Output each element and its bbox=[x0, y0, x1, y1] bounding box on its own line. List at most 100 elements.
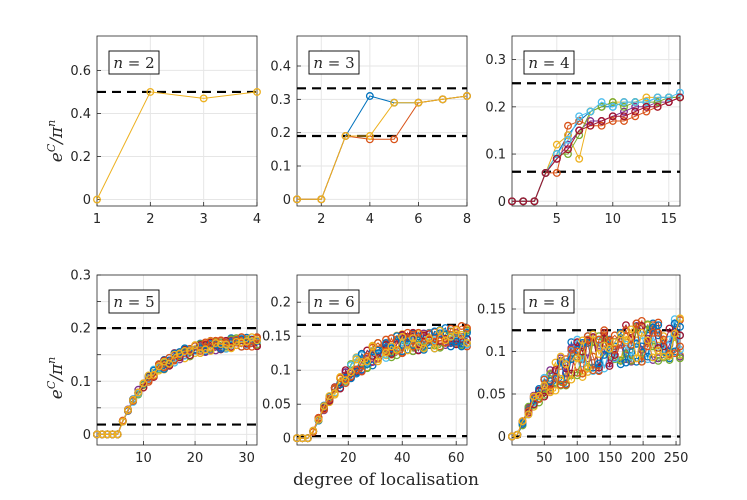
panel-label-variable: n bbox=[313, 293, 323, 311]
data-point bbox=[253, 336, 261, 345]
series-line bbox=[512, 96, 681, 202]
panel-label-variable: n bbox=[528, 293, 538, 311]
data-point bbox=[620, 117, 628, 125]
data-point bbox=[139, 379, 148, 388]
data-point bbox=[586, 107, 595, 116]
panel-label-box bbox=[523, 50, 575, 75]
y-axis-label-bottom: eC/πn bbox=[45, 357, 67, 399]
data-point bbox=[562, 380, 570, 389]
data-point bbox=[631, 107, 640, 116]
data-point bbox=[622, 326, 630, 335]
panel-label-text: n = 4 bbox=[528, 54, 569, 72]
y-tick-label: 0.1 bbox=[485, 148, 506, 163]
data-point bbox=[627, 340, 636, 349]
data-point bbox=[352, 368, 361, 377]
x-tick-label: 5 bbox=[553, 212, 561, 227]
data-point bbox=[403, 328, 412, 337]
panel-label-text: n = 3 bbox=[313, 54, 354, 72]
y-tick-label: 0 bbox=[83, 193, 91, 208]
data-point bbox=[605, 337, 614, 346]
panel-label-box bbox=[108, 50, 160, 75]
x-tick-label: 40 bbox=[394, 451, 411, 466]
data-point bbox=[665, 351, 674, 360]
data-point bbox=[676, 88, 684, 97]
data-point bbox=[597, 121, 606, 130]
data-point bbox=[293, 434, 301, 443]
panel-label: n = 3 bbox=[308, 50, 360, 75]
y-tick-label: 0 bbox=[498, 195, 506, 210]
data-point bbox=[600, 326, 609, 335]
data-point bbox=[518, 417, 527, 426]
data-point bbox=[595, 335, 603, 344]
x-tick-label: 3 bbox=[200, 212, 208, 227]
panel-label-value: = 8 bbox=[538, 293, 570, 311]
y-axis-label-top-base: e bbox=[47, 152, 67, 162]
y-axis-label-bottom-base: e bbox=[47, 389, 67, 399]
x-tick-label: 50 bbox=[536, 451, 553, 466]
data-point bbox=[446, 332, 455, 341]
y-tick-label: 0.05 bbox=[477, 388, 506, 403]
y-axis-label-top-mid: /π bbox=[47, 126, 67, 146]
data-point bbox=[670, 329, 679, 338]
data-point bbox=[670, 315, 679, 324]
axes-box bbox=[96, 274, 258, 446]
data-point bbox=[575, 126, 584, 135]
data-point bbox=[586, 121, 595, 130]
data-point bbox=[620, 98, 628, 107]
data-point bbox=[631, 98, 640, 107]
data-point bbox=[330, 383, 339, 392]
data-point bbox=[149, 370, 158, 379]
y-axis-label-bottom-sup-e: C bbox=[45, 380, 58, 389]
data-point bbox=[620, 102, 628, 111]
data-point bbox=[113, 430, 122, 439]
y-tick-label: 0.1 bbox=[70, 375, 91, 390]
data-point bbox=[357, 367, 366, 376]
data-point bbox=[124, 405, 132, 414]
data-point bbox=[452, 337, 461, 346]
data-point bbox=[390, 98, 399, 107]
data-point bbox=[642, 107, 651, 116]
data-point bbox=[457, 330, 466, 339]
axes-box bbox=[96, 35, 258, 207]
data-point bbox=[216, 340, 225, 349]
y-tick-label: 0.3 bbox=[70, 269, 91, 284]
y-tick-label: 0.1 bbox=[270, 364, 291, 379]
x-tick-label: 2 bbox=[317, 212, 325, 227]
data-point bbox=[390, 135, 399, 144]
panel-4: 10 20 30 0 0.1 0.2 0.3 n = 5 bbox=[70, 269, 261, 466]
data-point bbox=[409, 334, 417, 343]
data-point bbox=[610, 345, 619, 354]
x-tick-label: 150 bbox=[598, 451, 623, 466]
panel-label-variable: n bbox=[313, 54, 323, 72]
data-point bbox=[642, 93, 651, 102]
y-tick-label: 0 bbox=[283, 193, 291, 208]
data-point bbox=[374, 339, 382, 347]
data-point bbox=[347, 368, 355, 377]
data-point bbox=[608, 102, 617, 111]
data-point bbox=[317, 195, 326, 204]
x-tick-label: 20 bbox=[187, 451, 204, 466]
data-point bbox=[134, 388, 143, 397]
y-tick-label: 0 bbox=[498, 430, 506, 445]
panel-label-text: n = 8 bbox=[528, 293, 569, 311]
data-point bbox=[616, 330, 625, 339]
data-point bbox=[540, 381, 549, 390]
data-point bbox=[103, 430, 112, 439]
y-tick-label: 0.1 bbox=[485, 345, 506, 360]
data-point bbox=[341, 373, 350, 382]
data-point bbox=[676, 354, 684, 363]
data-point bbox=[298, 434, 307, 443]
data-point bbox=[108, 430, 117, 439]
panel-6: 50 100 150 200 250 0 0.05 0.1 0.15 n = 8 bbox=[477, 274, 688, 466]
data-point bbox=[632, 319, 641, 328]
series-line bbox=[97, 336, 258, 435]
data-point bbox=[463, 92, 471, 100]
data-point bbox=[597, 102, 606, 111]
data-point bbox=[146, 87, 155, 96]
y-tick-label: 0.2 bbox=[70, 150, 91, 165]
data-point bbox=[403, 346, 412, 355]
x-tick-label: 200 bbox=[631, 451, 656, 466]
data-point bbox=[341, 132, 350, 140]
data-point bbox=[676, 331, 684, 340]
